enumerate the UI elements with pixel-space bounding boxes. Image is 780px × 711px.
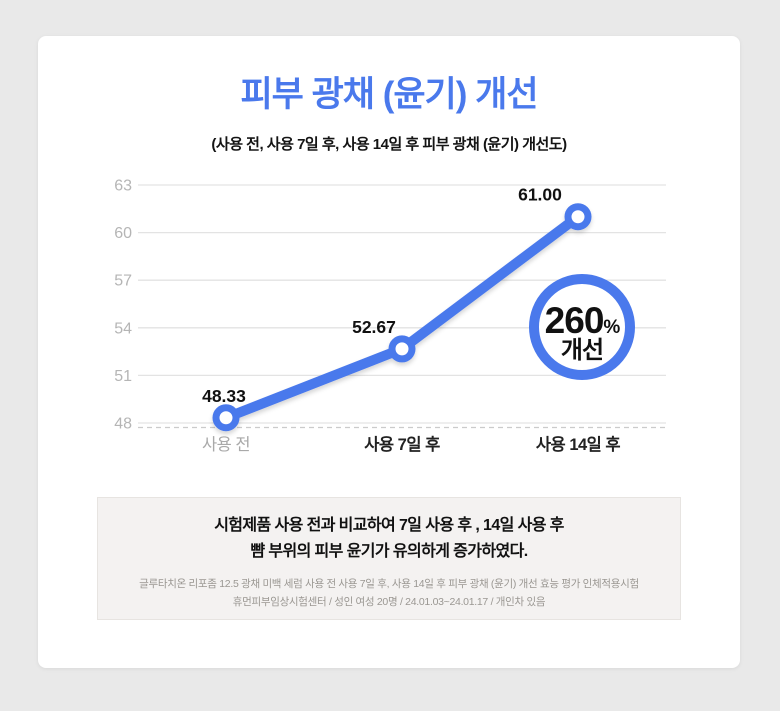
badge-ring-icon: [529, 274, 635, 380]
y-tick-label-63: 63: [114, 178, 132, 195]
note-detail-line1: 글루타치온 리포좀 12.5 광채 미백 세럼 사용 전 사용 7일 후, 사용…: [139, 578, 639, 590]
note-headline: 시험제품 사용 전과 비교하여 7일 사용 후 , 14일 사용 후 뺨 부위의…: [98, 513, 680, 565]
y-tick-label-60: 60: [114, 225, 132, 242]
line-chart: 63 60 57 54 51 48 260%개선 48.33 52.67 61.00 사용 전 사용 …: [114, 178, 669, 454]
y-tick-label-48: 48: [114, 416, 132, 433]
x-category-label-0: 사용 전: [202, 435, 250, 454]
note-detail-line2: 휴먼피부임상시험센터 / 성인 여성 20명 / 24.01.03~24.01.…: [232, 596, 546, 608]
badge-value-number: 260: [545, 300, 604, 341]
data-point-marker-0: [212, 404, 240, 432]
data-point-marker-2: [564, 203, 592, 231]
badge-label: 개선: [561, 337, 603, 364]
badge-value: 260%: [545, 300, 621, 341]
data-value-label-2: 61.00: [518, 185, 562, 205]
summary-note-box: 시험제품 사용 전과 비교하여 7일 사용 후 , 14일 사용 후 뺨 부위의…: [97, 497, 681, 620]
x-category-label-2: 사용 14일 후: [536, 434, 621, 454]
note-headline-line2: 뺨 부위의 피부 윤기가 유의하게 증가하였다.: [250, 543, 528, 560]
data-point-marker-1: [388, 335, 416, 363]
improvement-badge: 260%개선: [529, 274, 635, 380]
page-subtitle: (사용 전, 사용 7일 후, 사용 14일 후 피부 광채 (윤기) 개선도): [211, 136, 567, 153]
series-line: [221, 211, 583, 423]
note-headline-line1: 시험제품 사용 전과 비교하여 7일 사용 후 , 14일 사용 후: [214, 517, 564, 534]
series-group: [212, 203, 592, 432]
y-tick-label-57: 57: [114, 273, 132, 290]
badge-value-unit: %: [603, 317, 620, 338]
note-detail: 글루타치온 리포좀 12.5 광채 미백 세럼 사용 전 사용 7일 후, 사용…: [98, 575, 680, 611]
page-title: 피부 광채 (윤기) 개선: [240, 75, 538, 114]
y-tick-label-54: 54: [114, 320, 132, 337]
x-category-label-1: 사용 7일 후: [364, 434, 440, 454]
data-value-label-0: 48.33: [202, 386, 246, 406]
report-card: 피부 광채 (윤기) 개선 (사용 전, 사용 7일 후, 사용 14일 후 피…: [38, 36, 740, 668]
data-value-label-1: 52.67: [352, 317, 396, 337]
y-tick-label-51: 51: [114, 368, 132, 385]
